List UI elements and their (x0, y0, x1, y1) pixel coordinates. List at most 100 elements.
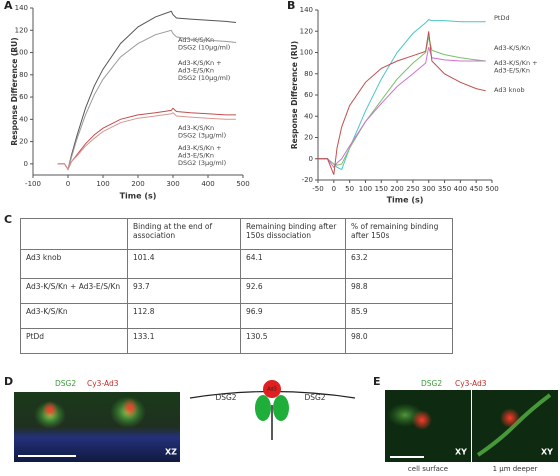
y-tick-label: 140 (15, 4, 28, 12)
y-tick-label: 20 (304, 134, 313, 142)
stain-label: DSG2 (55, 379, 76, 388)
view-label: XY (455, 448, 467, 457)
series-line (318, 36, 486, 166)
x-tick-label: 150 (375, 185, 388, 193)
table-cell: % of remaining binding after 150s (345, 218, 453, 250)
panel-d-image (14, 392, 180, 462)
panel-label: E (373, 375, 381, 388)
x-tick-label: 250 (406, 185, 419, 193)
panel-label: A (4, 0, 13, 12)
view-label: XZ (165, 448, 177, 457)
x-tick-label: -100 (25, 180, 41, 188)
y-tick-label: 140 (300, 6, 313, 14)
caption: 1 µm deeper (493, 465, 538, 473)
series-label: PtDd (494, 14, 510, 22)
series-line (57, 112, 236, 171)
y-axis-title: Response Difference (RU) (10, 37, 19, 145)
table-row: PtDd 133.1 130.5 98.0 (20, 328, 453, 354)
x-tick-label: -50 (312, 185, 323, 193)
table-cell: Binding at the end of association (127, 218, 241, 250)
table-cell: Ad3-K/S/Kn (20, 303, 128, 329)
x-tick-label: 200 (390, 185, 403, 193)
x-tick-label: 50 (345, 185, 354, 193)
table-cell: 112.8 (127, 303, 241, 329)
diagram-label: DSG2 (215, 393, 236, 402)
y-tick-label: 40 (304, 112, 313, 120)
y-tick-label: 120 (15, 26, 28, 34)
y-tick-label: 60 (304, 91, 313, 99)
y-tick-label: 20 (19, 138, 28, 146)
table-cell: 93.7 (127, 278, 241, 304)
x-tick-label: 300 (166, 180, 179, 188)
x-axis-title: Time (s) (120, 192, 157, 201)
y-tick-label: -20 (302, 176, 313, 184)
stain-label: DSG2 (421, 379, 442, 388)
series-label: Ad3-K/S/Kn + Ad3-E/S/Kn DSG2 (3µg/ml) (178, 144, 226, 167)
table-cell: 130.5 (240, 328, 346, 354)
table-cell: Remaining binding after 150s dissociatio… (240, 218, 346, 250)
caption: cell surface (408, 465, 448, 473)
table-cell: 96.9 (240, 303, 346, 329)
table-cell: 101.4 (127, 249, 241, 279)
x-axis-title: Time (s) (387, 196, 424, 205)
x-tick-label: 0 (332, 185, 336, 193)
series-line (57, 10, 237, 171)
table-cell: 92.6 (240, 278, 346, 304)
panel-label: B (287, 0, 295, 12)
series-label: Ad3-K/S/Kn (494, 44, 530, 52)
stain-label: Cy3-Ad3 (87, 379, 119, 388)
view-label: XY (541, 448, 553, 457)
diagram-label: DSG2 (304, 393, 325, 402)
table-row: Ad3 knob 101.4 64.1 63.2 (20, 249, 453, 279)
panel-label: D (4, 375, 13, 388)
series-label: Ad3 knob (494, 86, 525, 94)
table-cell: 63.2 (345, 249, 453, 279)
table-cell: 98.0 (345, 328, 453, 354)
series-label: Ad3-K/S/Kn + Ad3-E/S/Kn DSG2 (10µg/ml) (178, 59, 230, 82)
x-tick-label: 400 (201, 180, 214, 188)
series-label: Ad3-K/S/Kn + Ad3-E/S/Kn (494, 59, 538, 75)
diagram (189, 380, 356, 440)
series-line (318, 19, 486, 171)
y-tick-label: 60 (19, 93, 28, 101)
x-tick-label: 400 (454, 185, 467, 193)
stain-label: Cy3-Ad3 (455, 379, 487, 388)
y-tick-label: 0 (24, 160, 28, 168)
table-cell: 85.9 (345, 303, 453, 329)
y-tick-label: 40 (19, 115, 28, 123)
x-tick-label: 500 (485, 185, 498, 193)
x-tick-label: 100 (96, 180, 109, 188)
series-line (318, 47, 486, 169)
x-tick-label: 500 (236, 180, 249, 188)
series-line (57, 29, 237, 171)
x-tick-label: 300 (422, 185, 435, 193)
y-axis-title: Response Difference (RU) (290, 41, 299, 149)
diagram-label: Ad3 (267, 387, 277, 393)
x-tick-label: 200 (131, 180, 144, 188)
table-cell (20, 218, 128, 250)
panel-e-images (385, 390, 558, 462)
y-tick-label: 80 (304, 70, 313, 78)
table-cell: 64.1 (240, 249, 346, 279)
table-row: Binding at the end of association Remaini… (20, 218, 453, 250)
table-row: Ad3-K/S/Kn 112.8 96.9 85.9 (20, 303, 453, 329)
table-row: Ad3-K/S/Kn + Ad3-E/S/Kn 93.7 92.6 98.8 (20, 278, 453, 304)
y-tick-label: 100 (300, 49, 313, 57)
x-tick-label: 450 (469, 185, 482, 193)
table-cell: Ad3-K/S/Kn + Ad3-E/S/Kn (20, 278, 128, 304)
y-tick-label: 120 (300, 27, 313, 35)
x-tick-label: 0 (66, 180, 70, 188)
panel-label: C (4, 213, 12, 226)
series-label: Ad3-K/S/Kn DSG2 (3µg/ml) (178, 124, 226, 140)
table-cell: 98.8 (345, 278, 453, 304)
x-tick-label: 350 (438, 185, 451, 193)
y-tick-label: 80 (19, 71, 28, 79)
x-tick-label: 100 (359, 185, 372, 193)
table-cell: 133.1 (127, 328, 241, 354)
table-cell: PtDd (20, 328, 128, 354)
y-tick-label: 100 (15, 49, 28, 57)
table-cell: Ad3 knob (20, 249, 128, 279)
series-line (318, 31, 486, 175)
y-tick-label: 0 (309, 155, 313, 163)
